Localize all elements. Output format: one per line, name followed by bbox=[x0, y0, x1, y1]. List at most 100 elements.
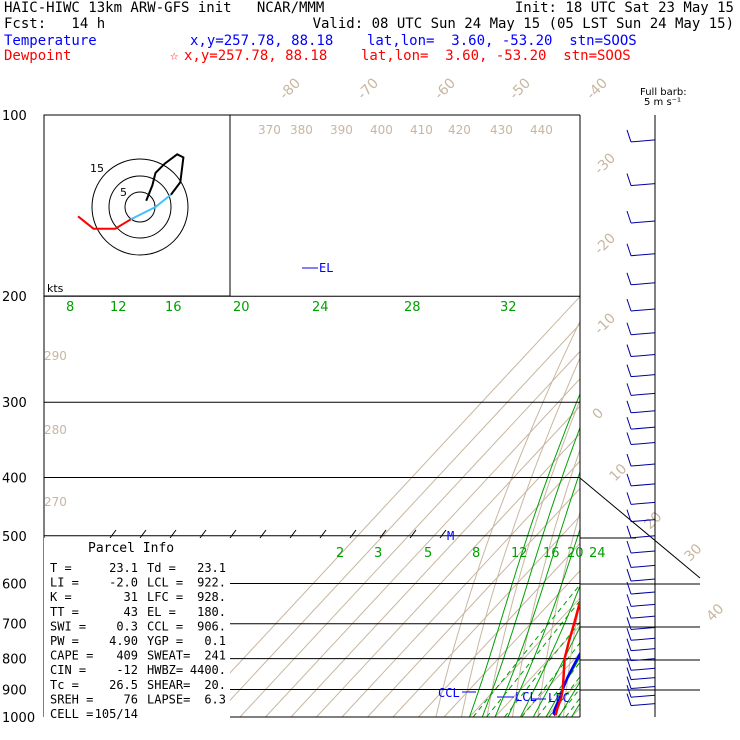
barb-flag bbox=[626, 298, 632, 312]
theta-label: 370 bbox=[258, 123, 281, 137]
barb-staff bbox=[630, 220, 656, 224]
parcel-param-label: SWI = bbox=[50, 619, 86, 633]
parcel-param-value: 0.1 bbox=[204, 634, 226, 648]
barb-flag bbox=[626, 243, 632, 256]
barb-staff bbox=[630, 426, 656, 430]
hodograph-segment-low bbox=[77, 215, 132, 230]
parcel-param-label: Td = bbox=[147, 561, 176, 575]
barb-staff bbox=[630, 442, 656, 446]
hatch-mark bbox=[319, 529, 327, 539]
theta-label: 390 bbox=[330, 123, 353, 137]
hodograph-trace bbox=[77, 153, 185, 230]
barb-staff bbox=[630, 332, 656, 336]
barb-staff bbox=[630, 703, 656, 707]
isotherm-line bbox=[214, 323, 580, 717]
barb-staff bbox=[630, 591, 656, 595]
wind-barb bbox=[626, 606, 656, 619]
pressure-tick-label: 600 bbox=[2, 577, 27, 592]
wind-barb bbox=[626, 525, 656, 539]
barb-staff bbox=[630, 603, 656, 607]
parcel-param-value: 928. bbox=[197, 590, 226, 604]
isotherm-line bbox=[341, 460, 580, 717]
pressure-tick-label: 800 bbox=[2, 653, 27, 668]
hatch-mark bbox=[259, 529, 267, 539]
moist-adiabat-line bbox=[532, 625, 580, 717]
parcel-param-label: HWBZ= bbox=[147, 663, 183, 677]
barb-staff bbox=[630, 667, 656, 671]
parcel-param-label: CAPE = bbox=[50, 649, 93, 663]
barb-staff bbox=[630, 139, 656, 143]
hatch-mark bbox=[229, 529, 237, 539]
wind-barb bbox=[626, 594, 656, 607]
mixing-ratio-label: 28 bbox=[404, 300, 421, 315]
wind-barb bbox=[626, 628, 656, 641]
barb-staff bbox=[630, 183, 656, 187]
isotherm-label: 0 bbox=[590, 405, 608, 423]
barb-flag bbox=[626, 555, 632, 568]
wind-barb bbox=[626, 432, 656, 446]
valid-time: Valid: 08 UTC Sun 24 May 15 (05 LST Sun … bbox=[312, 16, 734, 32]
pressure-tick-label: 700 bbox=[2, 618, 27, 633]
wind-barb bbox=[626, 638, 656, 652]
parcel-param-label: LFC = bbox=[147, 590, 183, 604]
wind-barb bbox=[626, 453, 656, 467]
parcel-param-value: 105/14 bbox=[95, 707, 138, 721]
wind-barb bbox=[626, 129, 656, 143]
isotherm-label: -50 bbox=[507, 75, 534, 102]
dewpoint-marker-icon: ☆ bbox=[170, 48, 179, 64]
barb-legend-units: 5 m s⁻¹ bbox=[644, 97, 681, 108]
isotherm-line bbox=[443, 570, 580, 717]
hatch-mark bbox=[289, 529, 297, 539]
wind-barb bbox=[626, 298, 656, 312]
wind-barbs bbox=[626, 115, 656, 717]
trace-layer bbox=[552, 599, 580, 717]
parcel-param-value: 23.1 bbox=[197, 561, 226, 575]
wind-barb bbox=[626, 344, 656, 358]
pressure-tick-label: 400 bbox=[2, 471, 27, 486]
mixing-ratio-label: 12 bbox=[511, 546, 528, 561]
parcel-param-label: LAPSE= bbox=[147, 692, 190, 706]
theta-label: 430 bbox=[490, 123, 513, 137]
dry-adiabat-line bbox=[714, 115, 740, 717]
barb-flag bbox=[626, 568, 632, 582]
wind-barb bbox=[626, 693, 656, 707]
wind-barb bbox=[626, 685, 656, 698]
barb-flag bbox=[626, 638, 632, 651]
isotherm-line bbox=[367, 487, 580, 717]
barb-flag bbox=[626, 492, 632, 505]
isotherm-label: -80 bbox=[277, 75, 304, 102]
wind-barb bbox=[626, 540, 656, 554]
theta-label: 420 bbox=[448, 123, 471, 137]
mixing-ratio-label: 16 bbox=[543, 546, 560, 561]
hatch-mark bbox=[409, 529, 417, 539]
barb-flag bbox=[626, 606, 632, 619]
barb-staff bbox=[630, 615, 656, 619]
dry-adiabat-line bbox=[435, 320, 580, 717]
moist-adiabat-line bbox=[494, 470, 580, 717]
wind-barb bbox=[626, 210, 656, 224]
barb-flag bbox=[626, 344, 632, 357]
parcel-param-label: CCL = bbox=[147, 619, 183, 633]
parcel-param-value: 76 bbox=[124, 692, 138, 706]
mixing-ratio-label: 3 bbox=[374, 546, 382, 561]
parcel-param-value: 26.5 bbox=[109, 678, 138, 692]
parcel-param-value: 0.3 bbox=[116, 619, 138, 633]
parcel-param-label: CELL = bbox=[50, 707, 93, 721]
barb-flag bbox=[626, 628, 632, 641]
wind-barb bbox=[626, 173, 656, 187]
theta-label: 400 bbox=[370, 123, 393, 137]
forecast-hour: Fcst: 14 h bbox=[4, 16, 106, 32]
barb-flag bbox=[626, 453, 632, 467]
wind-barb bbox=[626, 658, 656, 671]
hodograph-ring-label: 5 bbox=[120, 186, 127, 199]
barb-flag bbox=[626, 693, 632, 706]
wind-barb bbox=[626, 667, 656, 681]
melting-level-label: M bbox=[447, 529, 454, 543]
barb-staff bbox=[630, 694, 656, 698]
barb-flag bbox=[626, 540, 632, 554]
moist-adiabat-line bbox=[584, 221, 740, 717]
wind-barb bbox=[626, 322, 656, 336]
barb-staff bbox=[630, 374, 656, 378]
moist-adiabat-line bbox=[481, 426, 580, 717]
